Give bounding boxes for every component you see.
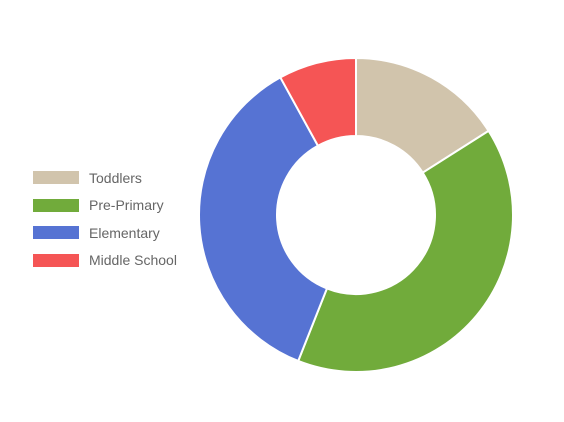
legend-swatch-elementary [33,226,79,240]
legend-swatch-pre-primary [33,198,79,212]
donut-slices [198,56,514,373]
legend-label-toddlers: Toddlers [89,169,142,186]
chart-legend: Toddlers Pre-Primary Elementary Middle S… [33,164,177,274]
legend-item-toddlers[interactable]: Toddlers [33,164,177,192]
legend-item-elementary[interactable]: Elementary [33,219,177,247]
legend-label-pre-primary: Pre-Primary [89,197,164,214]
legend-item-middle-school[interactable]: Middle School [33,247,177,275]
slice-elementary[interactable] [198,76,329,363]
slice-toddlers[interactable] [355,56,490,175]
slice-pre-primary[interactable] [296,129,514,373]
legend-swatch-middle-school [33,253,79,267]
legend-swatch-toddlers [33,171,79,185]
legend-item-pre-primary[interactable]: Pre-Primary [33,192,177,220]
legend-label-middle-school: Middle School [89,252,177,269]
legend-label-elementary: Elementary [89,224,160,241]
slice-middle-school[interactable] [279,56,357,148]
